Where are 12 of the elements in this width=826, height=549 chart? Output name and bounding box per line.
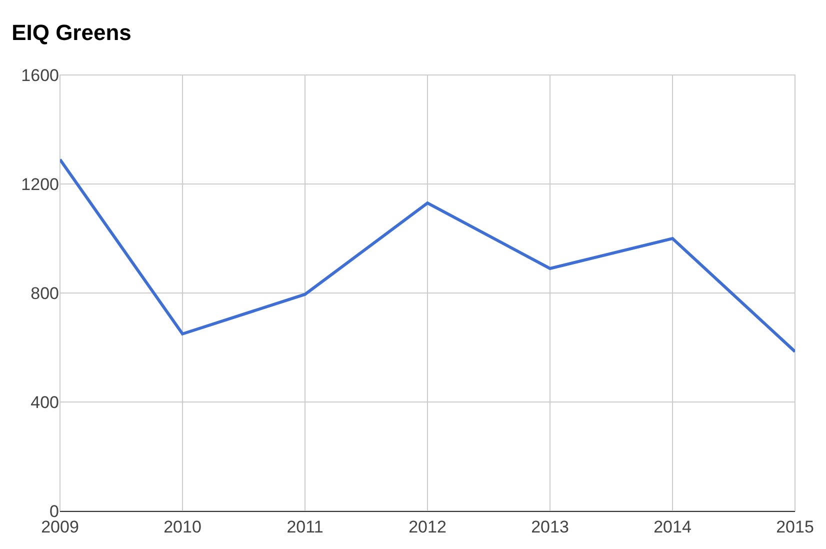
x-tick-label: 2013 (531, 517, 569, 536)
line-series (60, 158, 795, 354)
y-tick-label: 1200 (21, 174, 59, 194)
x-tick-label: 2014 (654, 517, 692, 536)
y-tick-label: 1600 (21, 66, 59, 85)
x-tick-label: 2010 (164, 517, 202, 536)
x-tick-label: 2011 (286, 517, 324, 536)
x-tick-label: 2012 (408, 517, 446, 536)
y-tick-label: 400 (30, 392, 59, 412)
chart-title: EIQ Greens (12, 20, 132, 46)
y-tick-label: 800 (30, 284, 59, 303)
x-tick-label: 2015 (776, 517, 814, 536)
